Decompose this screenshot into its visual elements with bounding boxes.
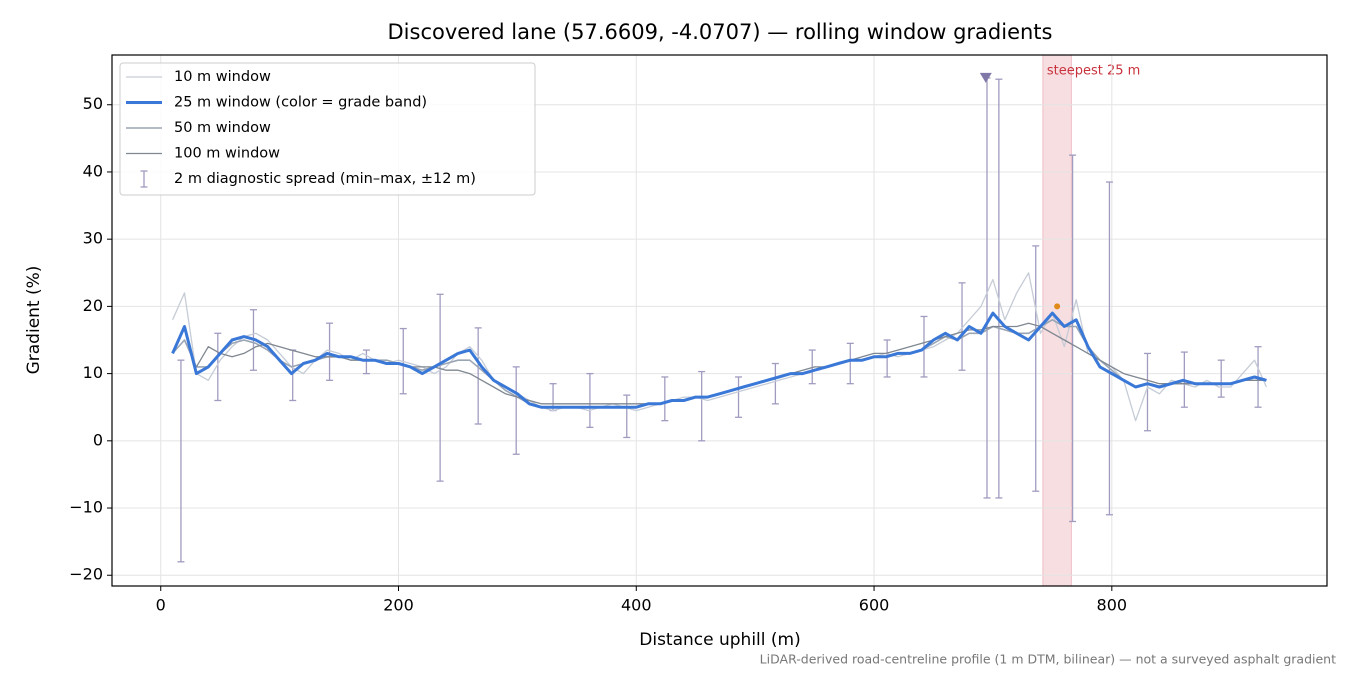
legend-box [119,62,536,196]
x-tick-label: 0 [156,596,166,615]
x-tick-label: 800 [1097,596,1128,615]
x-axis-label: Distance uphill (m) [639,630,800,650]
legend-label: 100 m window [174,146,280,162]
y-tick-label: −10 [69,498,103,517]
y-axis-label: Gradient (%) [24,266,44,375]
y-tick-label: 50 [83,94,103,113]
y-tick-label: 30 [83,229,103,248]
x-tick-label: 600 [859,596,890,615]
y-tick-label: −20 [69,565,103,584]
y-tick-label: 0 [93,430,103,449]
footnote: LiDAR-derived road-centreline profile (1… [760,652,1336,667]
x-tick-label: 200 [383,596,414,615]
y-tick-label: 20 [83,296,103,315]
legend-label: 2 m diagnostic spread (min–max, ±12 m) [174,171,476,187]
marker [1054,303,1061,310]
series-line [171,311,1267,409]
chart-title: Discovered lane (57.6609, -4.0707) — rol… [388,20,1053,44]
marker [979,72,992,83]
legend-label: 50 m window [174,120,271,136]
legend-label: 25 m window (color = grade band) [174,95,427,111]
legend-label: 10 m window [174,69,271,85]
y-tick-label: 40 [83,161,103,180]
y-tick-label: 10 [83,363,103,382]
series-line [172,272,1267,422]
legend: 10 m window 25 m window (color = grade ba… [119,62,536,196]
highlight-label: steepest 25 m [1047,64,1140,79]
plot-frame [111,54,1328,587]
x-tick-label: 400 [621,596,652,615]
